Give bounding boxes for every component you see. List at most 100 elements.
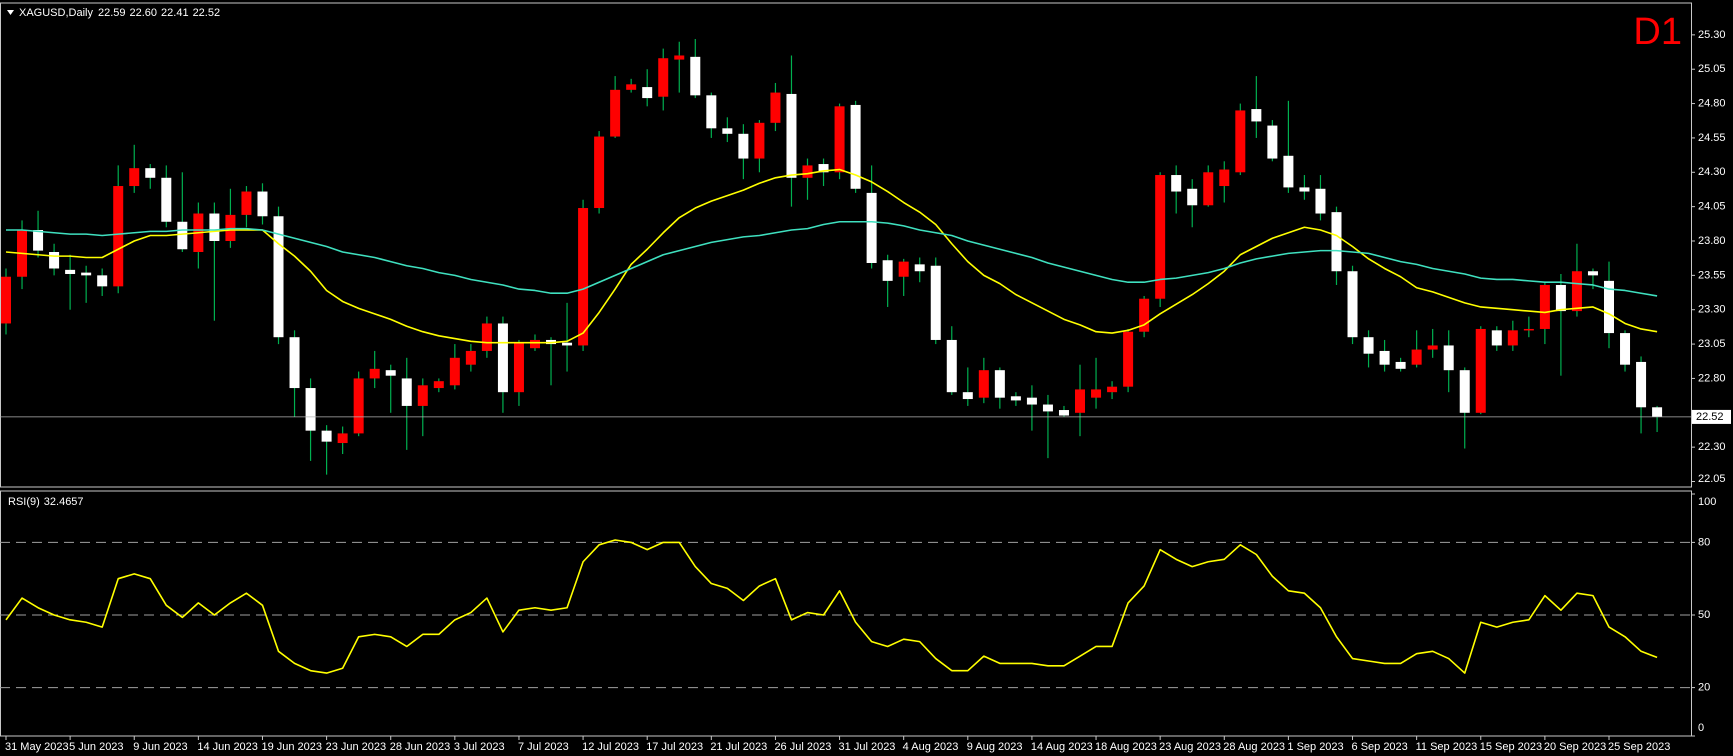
- candle-body: [81, 272, 92, 276]
- y-tick-label: 0: [1698, 722, 1704, 734]
- indicator-value: 32.4657: [44, 496, 84, 508]
- x-tick-label: 21 Jul 2023: [710, 741, 767, 753]
- candle-body: [946, 339, 957, 393]
- x-tick-label: 1 Sep 2023: [1287, 741, 1343, 753]
- y-tick-label: 23.55: [1698, 269, 1726, 281]
- panel-frame: [0, 2, 1692, 488]
- candle-body: [65, 269, 76, 274]
- candle-body: [481, 323, 492, 351]
- candle-body: [850, 104, 861, 189]
- candle-body: [706, 95, 717, 129]
- candle-body: [1507, 330, 1518, 346]
- quote-close: 22.52: [193, 7, 221, 19]
- candle-body: [1058, 410, 1069, 416]
- y-tick-label: 23.80: [1698, 235, 1726, 247]
- candle-body: [1, 276, 11, 324]
- candle-body: [562, 342, 573, 346]
- x-tick-label: 23 Jun 2023: [326, 741, 387, 753]
- candle-body: [1331, 212, 1342, 272]
- candle-body: [802, 165, 813, 178]
- candle-body: [1411, 349, 1422, 365]
- candle-body: [1443, 345, 1454, 371]
- candle-body: [1267, 125, 1278, 159]
- x-tick-label: 28 Jun 2023: [390, 741, 451, 753]
- x-tick-label: 14 Jun 2023: [197, 741, 258, 753]
- candle-body: [1459, 370, 1470, 413]
- y-tick-label: 100: [1698, 496, 1716, 508]
- candle-body: [1523, 328, 1534, 331]
- x-tick-label: 12 Jul 2023: [582, 741, 639, 753]
- candle-body: [578, 208, 589, 346]
- candle-body: [1475, 328, 1486, 413]
- candle-body: [898, 261, 909, 277]
- y-tick-label: 22.30: [1698, 441, 1726, 453]
- candle-body: [1299, 187, 1310, 192]
- y-tick-label: 23.30: [1698, 304, 1726, 316]
- candle-body: [241, 191, 252, 215]
- candle-body: [770, 92, 781, 123]
- y-tick-label: 24.30: [1698, 166, 1726, 178]
- current-price-box: [1692, 409, 1731, 424]
- x-tick-label: 7 Jul 2023: [518, 741, 569, 753]
- candle-body: [866, 192, 877, 263]
- y-tick-label: 20: [1698, 682, 1710, 694]
- timeframe-label: D1: [1633, 11, 1682, 53]
- candle-body: [994, 370, 1005, 398]
- candle-body: [1107, 386, 1118, 393]
- indicator-title: RSI(9): [8, 496, 40, 508]
- candle-body: [1139, 298, 1150, 332]
- candle-body: [1604, 280, 1614, 334]
- candle-body: [273, 216, 284, 338]
- candle-body: [113, 186, 124, 287]
- candle-body: [289, 337, 300, 389]
- candle-body: [1571, 271, 1582, 312]
- x-tick-label: 17 Jul 2023: [646, 741, 703, 753]
- menu-arrow: [7, 10, 14, 15]
- candle-body: [161, 177, 172, 222]
- candle-body: [978, 370, 989, 398]
- candle-body: [834, 106, 845, 173]
- candle-body: [321, 430, 332, 442]
- candle-body: [1075, 389, 1086, 413]
- candle-body: [594, 136, 605, 209]
- candle-body: [1363, 337, 1374, 354]
- candle-body: [690, 56, 701, 96]
- candle-body: [145, 168, 156, 178]
- candle-body: [1652, 407, 1663, 417]
- y-tick-label: 24.05: [1698, 201, 1726, 213]
- x-tick-label: 26 Jul 2023: [774, 741, 831, 753]
- candle-body: [433, 381, 444, 389]
- candle-body: [449, 357, 460, 386]
- candle-body: [1539, 284, 1550, 329]
- candle-body: [610, 89, 621, 137]
- chart-title: XAGUSD,Daily: [19, 7, 93, 19]
- y-tick-label: 22.05: [1698, 473, 1726, 485]
- candle-body: [1379, 350, 1390, 365]
- x-tick-label: 3 Jul 2023: [454, 741, 505, 753]
- candle-body: [401, 378, 412, 406]
- candle-body: [1091, 389, 1102, 398]
- candle-body: [353, 378, 364, 434]
- series-line: [5, 539, 1658, 674]
- candle-body: [1187, 188, 1198, 206]
- candle-body: [97, 275, 108, 287]
- candle-body: [129, 168, 140, 187]
- candle-body: [465, 350, 476, 365]
- y-tick-label: 24.80: [1698, 97, 1726, 109]
- candle-body: [930, 265, 941, 340]
- candle-body: [1235, 110, 1246, 173]
- candle-body: [1347, 271, 1358, 338]
- indicator-header: RSI(9) 32.4657: [8, 496, 84, 508]
- x-tick-label: 15 Sep 2023: [1480, 741, 1542, 753]
- candle-body: [385, 370, 396, 376]
- candle-body: [1219, 169, 1230, 187]
- x-tick-label: 11 Sep 2023: [1416, 741, 1478, 753]
- candle-body: [754, 122, 765, 159]
- y-tick-label: 24.55: [1698, 132, 1726, 144]
- x-tick-label: 23 Aug 2023: [1159, 741, 1221, 753]
- candle-body: [1636, 361, 1647, 408]
- candle-body: [177, 221, 188, 250]
- candle-body: [337, 433, 348, 444]
- candle-body: [722, 128, 733, 134]
- candle-body: [305, 388, 316, 431]
